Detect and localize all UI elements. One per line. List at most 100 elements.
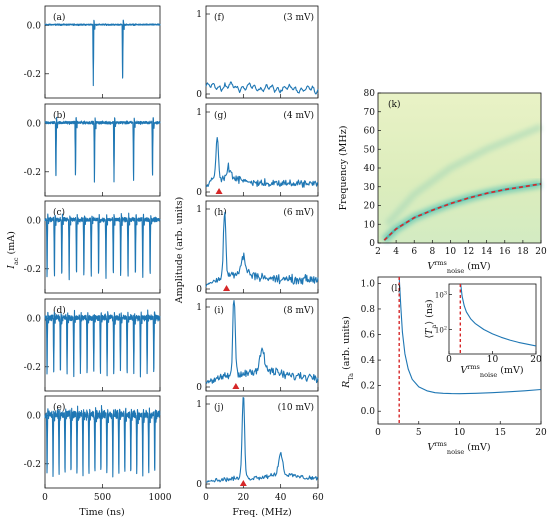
inset-x-axis-label-part: V bbox=[460, 365, 468, 376]
inset-y-axis-label-part: ⟨ bbox=[424, 335, 435, 339]
y-tick-label: 1 bbox=[196, 10, 202, 20]
panel-label: (f) bbox=[214, 12, 224, 23]
panel-label: (a) bbox=[53, 12, 65, 23]
x-axis-label-part: (mV) bbox=[464, 442, 490, 453]
x-axis-label: Time (ns) bbox=[79, 507, 124, 518]
rta-panel-frame bbox=[377, 276, 542, 425]
y-tick-label: 0.2 bbox=[361, 382, 375, 392]
inset-x-tick-label: 10 bbox=[487, 355, 499, 365]
panel-condition: (8 mV) bbox=[283, 305, 314, 316]
x-tick-label: 18 bbox=[517, 247, 529, 257]
inset-x-axis-label-part: (mV) bbox=[497, 365, 523, 376]
x-axis-label: Vrmsnoise (mV) bbox=[427, 259, 490, 275]
y-tick-label: -0.2 bbox=[24, 460, 41, 470]
x-tick-label: 15 bbox=[495, 428, 507, 438]
spectrum-panel-frame bbox=[205, 298, 319, 392]
y-tick-label: 0.6 bbox=[361, 331, 376, 341]
panel-label: (k) bbox=[388, 99, 400, 110]
panel-condition: (4 mV) bbox=[283, 110, 314, 121]
y-tick-label: 30 bbox=[364, 183, 376, 193]
y-tick-label: 80 bbox=[364, 89, 376, 99]
y-tick-label: 40 bbox=[364, 164, 376, 174]
y-tick-label: -0.2 bbox=[24, 70, 41, 80]
y-tick-label: 50 bbox=[364, 145, 376, 155]
frequency-marker-triangle bbox=[223, 285, 231, 291]
time-trace-series bbox=[44, 309, 161, 378]
panel-label: (h) bbox=[214, 207, 227, 218]
spectrum-panel-frame bbox=[205, 395, 319, 489]
y-tick-label: 70 bbox=[364, 108, 376, 118]
y-tick-label: 0.4 bbox=[361, 356, 376, 366]
frequency-marker-triangle bbox=[215, 188, 223, 194]
y-axis-label-part: R bbox=[341, 381, 352, 389]
y-axis-label-part: (mA) bbox=[6, 231, 17, 257]
y-tick-label: 1 bbox=[196, 400, 202, 410]
y-axis-label-part: ac bbox=[12, 257, 20, 265]
spectrum-series bbox=[205, 211, 319, 287]
spectrum-panel-frame bbox=[205, 5, 319, 99]
x-tick-label: 4 bbox=[393, 247, 399, 257]
heatmap-harmonic-band bbox=[384, 123, 543, 227]
inset-y-axis-label-part: a bbox=[430, 324, 438, 328]
inset-y-tick-base: 10 bbox=[435, 292, 444, 300]
x-tick-label: 10 bbox=[445, 247, 457, 257]
y-tick-label: 10 bbox=[364, 220, 376, 230]
x-tick-label: 500 bbox=[94, 493, 111, 503]
x-tick-label: 20 bbox=[535, 428, 547, 438]
x-tick-label: 0 bbox=[42, 493, 48, 503]
y-axis-label-part: (arb. units) bbox=[341, 316, 352, 373]
y-axis-label-part: Ta bbox=[347, 373, 355, 381]
plot-layer: 0.0 -0.2 (a) 0.0 -0.2 (b) 0.0 -0.2 (c) 0.0 -0.2 (d)… bbox=[6, 5, 547, 518]
x-tick-label: 20 bbox=[535, 247, 547, 257]
x-axis-label-part: rms bbox=[434, 440, 447, 448]
inset-y-axis-label: ⟨Ta⟩ (ns) bbox=[424, 299, 438, 338]
y-tick-label: 0 bbox=[196, 480, 202, 490]
x-tick-label: 20 bbox=[238, 493, 250, 503]
y-axis-label-part: I bbox=[6, 265, 17, 270]
y-tick-label: 0 bbox=[196, 285, 202, 295]
panel-label: (d) bbox=[53, 305, 66, 316]
time-trace-series bbox=[44, 405, 161, 478]
y-tick-label: 0.0 bbox=[27, 216, 42, 226]
x-tick-label: 5 bbox=[416, 428, 422, 438]
inset-y-tick-exponent: 2 bbox=[444, 326, 447, 332]
panel-label: (l) bbox=[391, 283, 401, 294]
x-tick-label: 1000 bbox=[149, 493, 172, 503]
spectrum-series bbox=[205, 81, 319, 95]
panel-condition: (3 mV) bbox=[283, 12, 314, 23]
x-tick-label: 2 bbox=[375, 247, 381, 257]
y-tick-label: 0.8 bbox=[361, 305, 376, 315]
inset-y-tick-label: 102 bbox=[435, 326, 447, 335]
panel-label: (b) bbox=[53, 110, 66, 121]
x-tick-label: 40 bbox=[275, 493, 287, 503]
x-axis-label-part: V bbox=[427, 261, 435, 272]
frequency-marker-triangle bbox=[232, 383, 240, 389]
time-trace-series bbox=[44, 212, 161, 281]
panel-label: (i) bbox=[214, 305, 224, 316]
inset-x-tick-label: 20 bbox=[530, 355, 542, 365]
y-tick-label: 0 bbox=[196, 188, 202, 198]
frequency-marker-triangle bbox=[239, 480, 247, 486]
inset-x-axis-label-part: rms bbox=[467, 363, 480, 371]
y-tick-label: 1.0 bbox=[361, 279, 376, 289]
inset-x-axis-label: Vrmsnoise (mV) bbox=[460, 363, 523, 379]
y-tick-label: 60 bbox=[364, 127, 376, 137]
y-tick-label: 20 bbox=[364, 202, 376, 212]
y-tick-label: -0.2 bbox=[24, 363, 41, 373]
x-tick-label: 0 bbox=[375, 428, 381, 438]
x-axis-label-part: rms bbox=[434, 259, 447, 267]
inset-y-tick-base: 10 bbox=[435, 327, 444, 335]
x-tick-label: 10 bbox=[454, 428, 466, 438]
y-axis-label: Amplitude (arb. units) bbox=[174, 197, 185, 304]
x-axis-label-part: (mV) bbox=[464, 261, 490, 272]
x-axis-label-part: V bbox=[427, 442, 435, 453]
inset-y-tick-exponent: 3 bbox=[444, 291, 447, 297]
x-axis-label-part: noise bbox=[447, 267, 465, 275]
inset-y-axis-label-part: ⟩ (ns) bbox=[424, 299, 435, 324]
y-tick-label: 0.0 bbox=[27, 314, 42, 324]
x-axis-label: Freq. (MHz) bbox=[232, 507, 291, 518]
x-axis-label-part: noise bbox=[447, 448, 465, 456]
rta-series bbox=[398, 277, 541, 395]
y-tick-label: 0 bbox=[369, 239, 375, 249]
spectrum-series bbox=[205, 136, 319, 188]
